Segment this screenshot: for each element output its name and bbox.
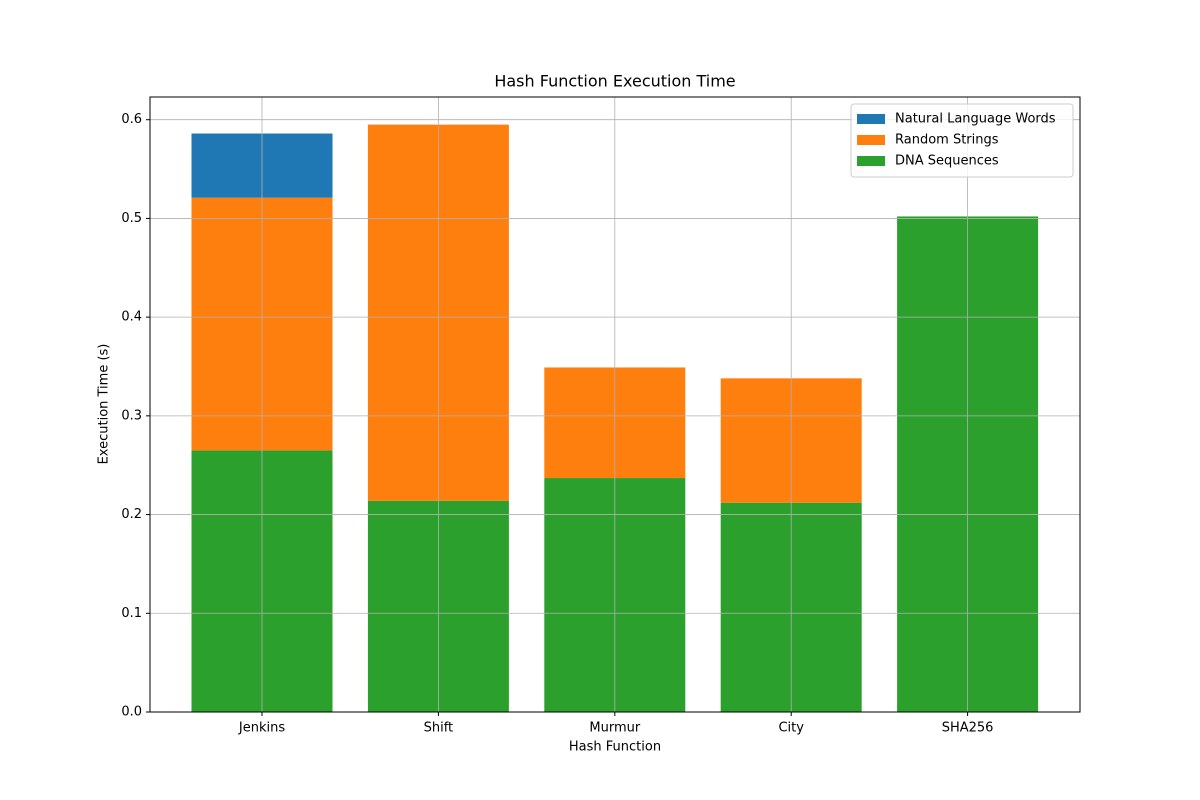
x-axis-label: Hash Function	[569, 740, 661, 755]
legend-label: DNA Sequences	[895, 154, 999, 169]
x-tick-label: City	[778, 721, 804, 736]
legend-swatch	[857, 156, 885, 166]
x-tick-label: Jenkins	[238, 721, 285, 736]
legend-swatch	[857, 135, 885, 145]
y-tick-label: 0.2	[121, 507, 142, 522]
y-tick-label: 0.6	[121, 112, 142, 127]
x-tick-label: Murmur	[589, 721, 640, 736]
y-tick-label: 0.1	[121, 606, 142, 621]
y-tick-label: 0.3	[121, 408, 142, 423]
chart-title: Hash Function Execution Time	[494, 72, 735, 91]
legend-label: Random Strings	[895, 133, 999, 148]
y-tick-label: 0.0	[121, 705, 142, 720]
x-tick-label: Shift	[424, 721, 454, 736]
x-tick-label: SHA256	[942, 721, 994, 736]
y-axis-label: Execution Time (s)	[97, 344, 112, 465]
y-tick-label: 0.4	[121, 310, 142, 325]
legend-swatch	[857, 114, 885, 124]
y-tick-label: 0.5	[121, 211, 142, 226]
legend-box	[850, 103, 1074, 178]
legend-label: Natural Language Words	[895, 112, 1056, 127]
